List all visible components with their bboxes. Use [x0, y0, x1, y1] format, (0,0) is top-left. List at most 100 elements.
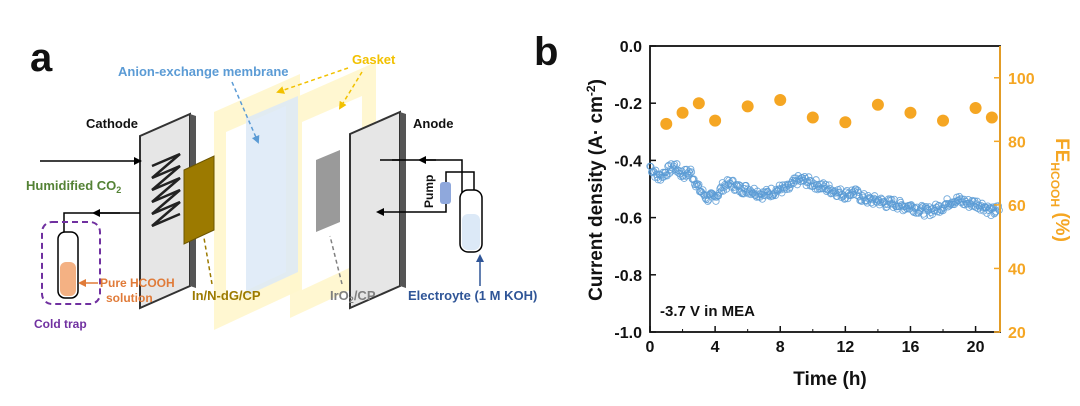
current-point: [775, 181, 784, 189]
cold-trap-box: [41, 221, 101, 305]
current-point: [695, 180, 703, 189]
current-point: [805, 173, 813, 181]
current-point: [660, 173, 668, 181]
current-point: [698, 189, 706, 197]
current-point: [954, 196, 963, 204]
fe-point: [985, 111, 998, 124]
y-tick-label: -0.2: [614, 96, 642, 113]
current-point: [990, 210, 998, 218]
x-axis-label: Time (h): [793, 369, 867, 390]
current-point: [692, 181, 701, 189]
label-solution: solution: [106, 291, 153, 305]
y-tick-label: 0.0: [620, 39, 642, 56]
current-point: [804, 178, 812, 186]
current-point: [967, 202, 976, 210]
panel-a-schematic: a: [26, 36, 537, 331]
y-tick-label: -1.0: [614, 325, 642, 342]
fe-point: [969, 101, 982, 114]
chart-annotation: -3.7 V in MEA: [660, 303, 755, 320]
current-point: [689, 176, 697, 184]
fe-point: [774, 94, 787, 107]
current-point: [732, 180, 740, 189]
label-pure-hcooh: Pure HCOOH: [100, 276, 175, 290]
y-tick-label: -0.4: [614, 153, 642, 170]
y-tick-label: -0.8: [614, 268, 642, 285]
fe-point: [660, 117, 673, 130]
current-point: [951, 197, 959, 205]
current-point: [890, 195, 898, 204]
y2-tick-label: 40: [1008, 261, 1026, 278]
y2-tick-label: 20: [1008, 325, 1026, 342]
label-anode: Anode: [413, 116, 453, 131]
y-tick-label: -0.6: [614, 211, 642, 228]
current-point: [943, 195, 951, 203]
x-tick-label: 12: [836, 339, 854, 356]
current-point: [888, 196, 896, 204]
fe-hcooh-series: [660, 94, 998, 130]
x-tick-label: 0: [646, 339, 655, 356]
current-point: [836, 185, 845, 193]
panel-label-b: b: [534, 30, 559, 74]
y2-axis-label: FEHCOOH (%): [1048, 138, 1072, 242]
current-point: [857, 196, 865, 204]
label-electrolyte: Electroyte (1 M KOH): [408, 288, 537, 303]
fe-point: [709, 114, 722, 127]
y-axis-label: Current density (A· cm-2): [584, 79, 607, 301]
current-point: [925, 203, 933, 211]
label-iro2: IrO2/CP: [330, 288, 376, 305]
iro2-layer: [316, 150, 340, 232]
current-point: [713, 193, 721, 201]
current-point: [840, 195, 849, 203]
fe-point: [692, 97, 705, 110]
current-point: [757, 190, 765, 198]
y2-tick-label: 100: [1008, 71, 1035, 88]
panel-label-a: a: [30, 36, 53, 80]
current-point: [825, 181, 833, 189]
flow-field: [151, 152, 181, 228]
x-tick-label: 16: [902, 339, 920, 356]
current-point: [687, 168, 696, 176]
label-humidified-co2: Humidified CO2: [26, 178, 121, 195]
current-point: [970, 202, 978, 210]
current-point: [663, 172, 671, 180]
catalyst-layer: [183, 155, 215, 245]
current-density-series: [646, 160, 1003, 220]
x-tick-label: 8: [776, 339, 785, 356]
current-point: [652, 170, 661, 179]
fe-point: [839, 116, 852, 129]
x-tick-label: 20: [967, 339, 985, 356]
label-pump: Pump: [422, 175, 436, 208]
fe-point: [806, 111, 819, 124]
label-catalyst: In/N-dG/CP: [192, 288, 261, 303]
current-point: [722, 185, 731, 193]
mea-schematic: Anion-exchange membrane Gasket Cathode A…: [26, 52, 537, 331]
current-point: [812, 176, 820, 184]
current-point: [920, 212, 928, 220]
current-point: [945, 202, 954, 210]
axes: 0 4 8 12 16 20 -1.0 -0.8 -0.6 -0.4 -0.2 0.0 20 40 60 80…: [614, 39, 1034, 356]
current-point: [932, 200, 940, 208]
current-point: [778, 189, 786, 197]
label-anion-membrane: Anion-exchange membrane: [118, 64, 289, 79]
fe-point: [871, 98, 884, 111]
label-cold-trap: Cold trap: [34, 317, 87, 331]
x-tick-label: 4: [711, 339, 720, 356]
y2-tick-label: 60: [1008, 198, 1026, 215]
current-point: [714, 192, 723, 200]
current-point: [994, 202, 1003, 210]
anion-exchange-membrane: [246, 96, 298, 296]
pump-icon: [440, 182, 451, 204]
label-gasket: Gasket: [352, 52, 396, 67]
fe-point: [676, 106, 689, 119]
y2-tick-label: 80: [1008, 134, 1026, 151]
current-point: [860, 190, 868, 198]
label-cathode: Cathode: [86, 116, 138, 131]
fe-point: [741, 100, 754, 113]
fe-point: [937, 114, 950, 127]
current-point: [742, 181, 750, 190]
stability-chart: 0 4 8 12 16 20 -1.0 -0.8 -0.6 -0.4 -0.2 0.0 20 40 60 80…: [584, 39, 1072, 390]
panel-b-chart: b 0 4 8 12 16 20 -1.0 -0.8 -0.6 -0.4 -0.2 0.0 20 40 60…: [530, 0, 1080, 401]
current-point: [665, 169, 674, 177]
current-point: [647, 163, 655, 171]
fe-point: [904, 106, 917, 119]
